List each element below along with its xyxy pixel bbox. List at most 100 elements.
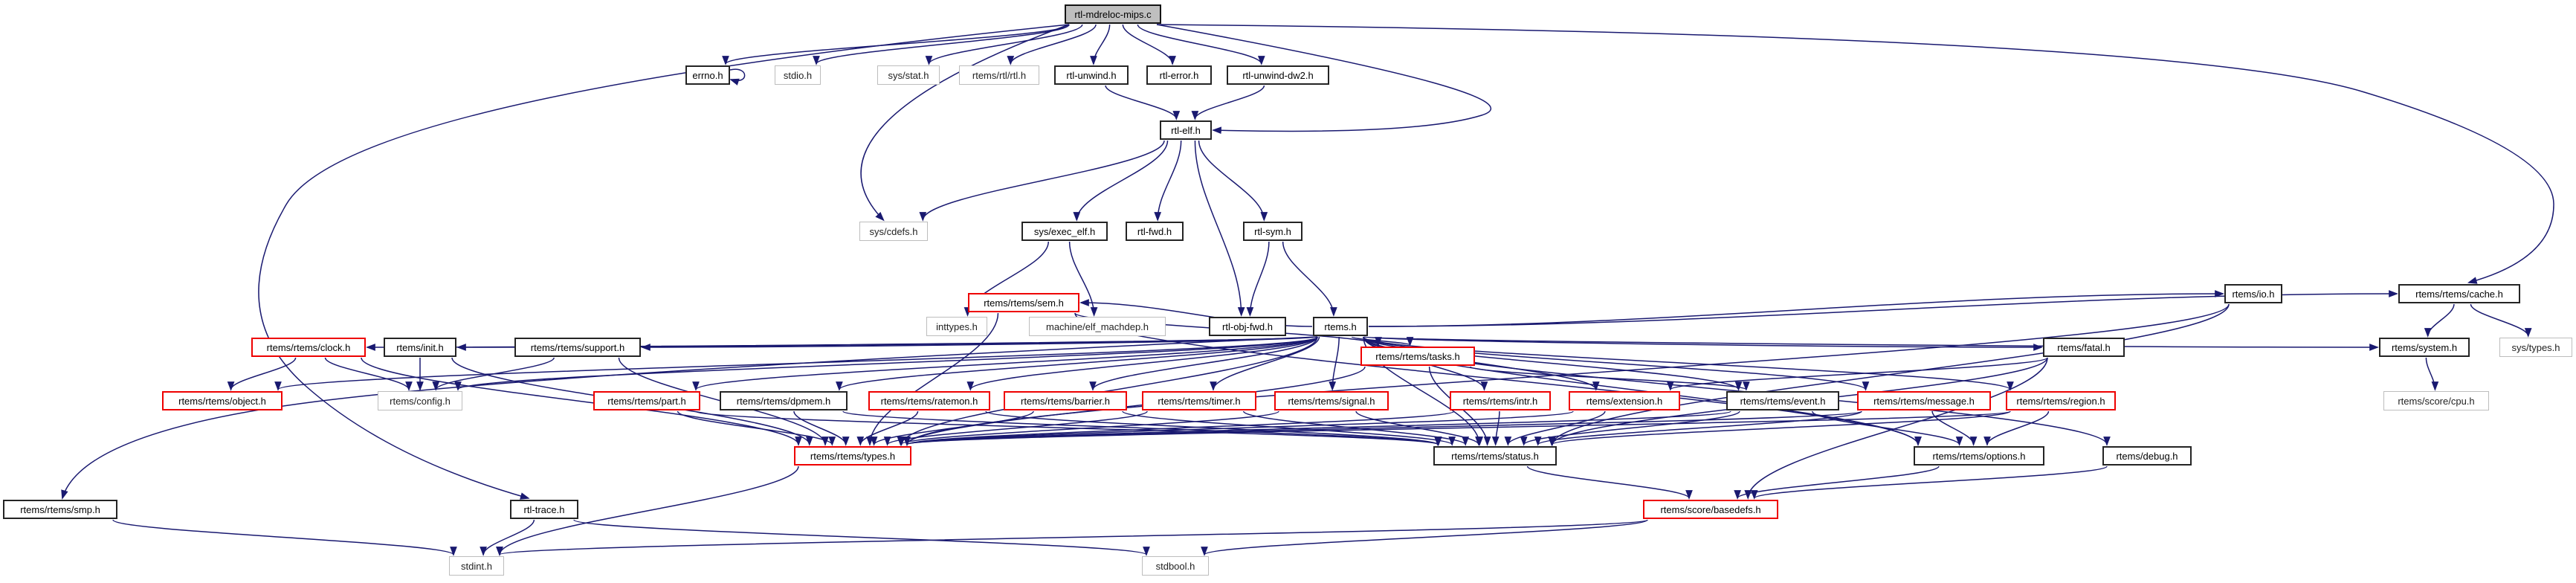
edge-root-trace [258,24,1070,500]
edge-clock-object [227,357,297,391]
node-message[interactable]: rtems/rtems/message.h [1857,391,1991,410]
node-tasks[interactable]: rtems/rtems/tasks.h [1360,347,1475,366]
edge-dpmem-types [793,410,850,446]
node-event[interactable]: rtems/rtems/event.h [1726,391,1839,410]
node-debug[interactable]: rtems/debug.h [2102,446,2192,466]
node-config: rtems/config.h [378,391,462,410]
edge-trace-stdint [480,519,535,556]
edge-root-stdio [813,24,1070,65]
edge-event-types [903,410,1731,446]
node-errno[interactable]: errno.h [685,65,730,85]
node-sem[interactable]: rtems/rtems/sem.h [968,293,1079,312]
edge-timer-status [1242,410,1469,446]
node-objfwd[interactable]: rtl-obj-fwd.h [1209,317,1286,336]
edge-root-error [1122,24,1176,65]
edge-unwind-elf [1105,85,1181,120]
edge-part-status [695,410,1442,446]
node-clock[interactable]: rtems/rtems/clock.h [251,338,366,357]
edge-root-errno [722,24,1070,65]
node-unwinddw2[interactable]: rtl-unwind-dw2.h [1227,65,1329,85]
node-fatal[interactable]: rtems/fatal.h [2043,338,2125,357]
node-dpmem[interactable]: rtems/rtems/dpmem.h [720,391,848,410]
node-intr[interactable]: rtems/rtems/intr.h [1450,391,1551,410]
edge-extension-types [903,410,1574,446]
edge-root-unwind [1090,24,1111,65]
edge-part-types [677,410,836,446]
edge-rtems-part [692,336,1318,391]
edge-rtems-fatal [1363,336,2043,351]
edge-message-options [1931,410,1978,446]
edge-rtems-timer [1210,336,1320,391]
node-support[interactable]: rtems/rtems/support.h [514,338,641,357]
node-execelf[interactable]: sys/exec_elf.h [1021,222,1108,241]
node-fwd[interactable]: rtl-fwd.h [1126,222,1184,241]
edge-root-sysstat [925,24,1083,65]
node-system[interactable]: rtems/system.h [2379,338,2470,357]
node-trace[interactable]: rtl-trace.h [510,500,578,519]
node-types[interactable]: rtems/rtems/types.h [794,446,911,466]
node-inttypes: inttypes.h [926,317,987,336]
node-basedefs[interactable]: rtems/score/basedefs.h [1643,500,1778,519]
edge-system-cpu [2425,357,2439,391]
node-part[interactable]: rtems/rtems/part.h [593,391,700,410]
edge-rtems-config [454,336,1318,391]
node-stdio: stdio.h [775,65,821,85]
node-timer[interactable]: rtems/rtems/timer.h [1142,391,1256,410]
edge-root-rtlrtl [1007,24,1097,65]
node-barrier[interactable]: rtems/rtems/barrier.h [1004,391,1127,410]
edge-rtems-support [641,336,1318,351]
edge-unwinddw2-elf [1191,85,1265,120]
node-error[interactable]: rtl-error.h [1146,65,1212,85]
edge-region-status [1548,410,2011,446]
edge-elf-objfwd [1194,140,1245,317]
edge-intr-types [903,410,1455,446]
node-elf[interactable]: rtl-elf.h [1160,120,1212,140]
edge-ratemon-status [985,410,1442,446]
node-init[interactable]: rtems/init.h [384,338,456,357]
node-rtems[interactable]: rtems.h [1313,317,1368,336]
node-stdint: stdint.h [449,556,504,576]
edge-region-types [904,410,2011,446]
edge-status-basedefs [1526,466,1693,500]
edge-options-basedefs [1734,466,1940,500]
node-systypes: sys/types.h [2499,338,2572,357]
node-region[interactable]: rtems/rtems/region.h [2006,391,2116,410]
edge-barrier-status [1122,410,1456,446]
edge-sem-types [866,312,999,446]
node-stdbool: stdbool.h [1142,556,1209,576]
edge-root-unwinddw2 [1137,24,1265,65]
edge-io-status [1549,303,2230,446]
node-ratemon[interactable]: rtems/rtems/ratemon.h [868,391,990,410]
node-options[interactable]: rtems/rtems/options.h [1914,446,2044,466]
edge-fatal-basedefs [1744,357,2048,500]
edge-rtems-signal [1329,336,1340,391]
node-io[interactable]: rtems/io.h [2224,284,2282,303]
edge-support-config [432,357,555,391]
edge-smp-stdint [112,519,457,556]
edge-ratemon-types [856,410,919,446]
edge-elf-execelf [1073,140,1169,222]
edge-root-elf [1156,24,1491,135]
edge-elf-sym [1198,140,1268,222]
edge-event-status [1520,410,1740,446]
edge-fatal-extension [1667,357,2048,391]
node-cache[interactable]: rtems/rtems/cache.h [2398,284,2520,303]
node-extension[interactable]: rtems/extension.h [1569,391,1680,410]
edge-dpmem-status [842,410,1442,446]
node-sym[interactable]: rtl-sym.h [1243,222,1302,241]
node-rtlrtl: rtems/rtl/rtl.h [959,65,1039,85]
edge-intr-status [1491,410,1500,446]
node-status[interactable]: rtems/rtems/status.h [1433,446,1557,466]
edge-signal-types [897,410,1279,446]
edge-root-cache [1156,24,2554,284]
edge-tasks-event [1470,366,1750,391]
edge-extension-status [1504,410,1606,446]
node-unwind[interactable]: rtl-unwind.h [1054,65,1129,85]
edge-rtems-types [897,336,1318,446]
node-smp[interactable]: rtems/rtems/smp.h [3,500,117,519]
edge-root-cdefs [860,24,1070,222]
node-object[interactable]: rtems/rtems/object.h [162,391,283,410]
node-signal[interactable]: rtems/rtems/signal.h [1274,391,1389,410]
edge-clock-config [324,357,413,391]
